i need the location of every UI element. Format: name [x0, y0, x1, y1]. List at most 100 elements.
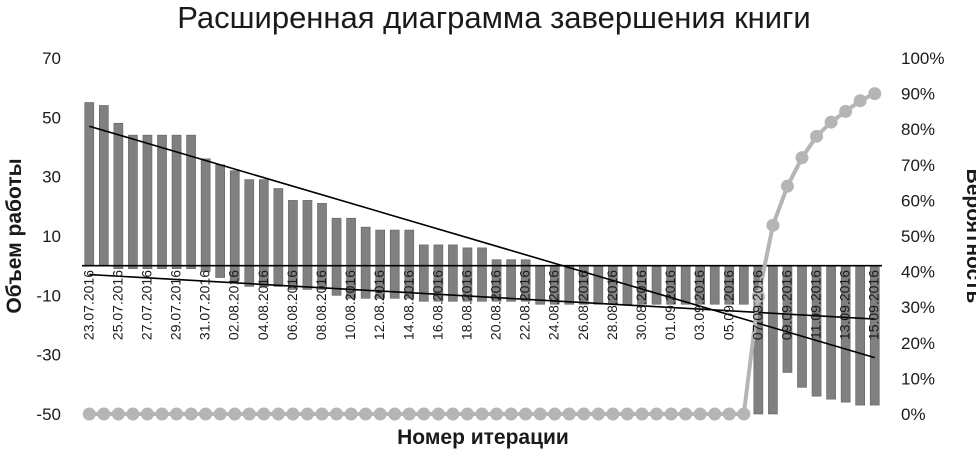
- negative-bar: [768, 265, 778, 415]
- probability-point: [577, 407, 591, 421]
- x-tick-label: 27.07.2016: [138, 270, 154, 340]
- negative-bar: [360, 265, 371, 299]
- probability-point: [475, 407, 489, 421]
- work-bar: [113, 122, 124, 266]
- probability-point: [359, 407, 373, 421]
- x-tick-label: 06.08.2016: [284, 270, 300, 340]
- work-bar: [433, 244, 444, 266]
- x-tick-label: 03.09.2016: [691, 270, 707, 340]
- probability-point: [693, 407, 707, 421]
- work-bar: [229, 170, 240, 266]
- y2-tick-label: 0%: [901, 405, 926, 424]
- trend-layer: [89, 125, 875, 359]
- y2-tick-label: 100%: [901, 49, 944, 68]
- negative-bar: [739, 265, 749, 305]
- y2-tick-label: 10%: [901, 369, 935, 388]
- probability-point: [708, 407, 722, 421]
- y-tick-label: -10: [36, 286, 61, 305]
- probability-point: [650, 407, 664, 421]
- probability-point: [751, 290, 765, 304]
- negative-bar: [855, 265, 865, 406]
- probability-layer: [82, 87, 882, 421]
- work-bar: [404, 229, 415, 266]
- x-tick-label: 16.08.2016: [429, 270, 445, 340]
- x-tick-label: 08.08.2016: [313, 270, 329, 340]
- probability-point: [213, 407, 227, 421]
- work-bar: [215, 164, 225, 266]
- probability-point: [868, 87, 882, 101]
- negative-bar: [826, 265, 836, 400]
- negative-bar: [331, 265, 342, 296]
- probability-point: [824, 115, 838, 129]
- negative-bar: [651, 265, 662, 305]
- probability-point: [431, 407, 445, 421]
- probability-point: [170, 407, 184, 421]
- y-tick-label: 70: [42, 49, 61, 68]
- work-bar: [128, 134, 138, 266]
- work-bar: [200, 158, 211, 266]
- work-bar: [244, 179, 255, 266]
- probability-point: [184, 407, 198, 421]
- x-tick-label: 10.08.2016: [342, 270, 358, 340]
- work-bar: [419, 244, 429, 266]
- probability-point: [490, 407, 504, 421]
- x-tick-label: 09.09.2016: [778, 270, 794, 340]
- y2-axis-label: Вероятность: [962, 169, 976, 304]
- negative-bar: [564, 265, 575, 305]
- negative-bar: [709, 265, 720, 305]
- negative-bar: [535, 265, 545, 305]
- work-bar: [462, 247, 473, 266]
- probability-point: [140, 407, 154, 421]
- x-tick-label: 02.08.2016: [226, 270, 242, 340]
- y2-tick-label: 90%: [901, 85, 935, 104]
- probability-point: [126, 407, 140, 421]
- x-tick-label: 13.09.2016: [837, 270, 853, 340]
- work-bar: [171, 134, 182, 266]
- x-tick-label: 31.07.2016: [197, 270, 213, 340]
- x-tick-label: 25.07.2016: [109, 270, 125, 340]
- y-tick-label: -50: [36, 405, 61, 424]
- probability-point: [257, 407, 271, 421]
- x-tick-label: 22.08.2016: [517, 270, 533, 340]
- chart-title: Расширенная диаграмма завершения книги: [177, 0, 810, 35]
- x-tick-label: 18.08.2016: [458, 270, 474, 340]
- work-bar: [331, 217, 342, 266]
- probability-point: [591, 407, 605, 421]
- work-bar: [346, 217, 356, 266]
- work-bar: [157, 134, 167, 266]
- y-tick-label: 30: [42, 168, 61, 187]
- y2-tick-label: 40%: [901, 263, 935, 282]
- y2-tick-label: 20%: [901, 334, 935, 353]
- probability-point: [330, 407, 344, 421]
- x-tick-label: 11.09.2016: [808, 270, 824, 339]
- x-axis-label: Номер итерации: [397, 426, 569, 449]
- work-bar: [389, 229, 400, 266]
- probability-point: [315, 407, 329, 421]
- probability-point: [548, 407, 562, 421]
- probability-point: [388, 407, 402, 421]
- probability-point: [242, 407, 256, 421]
- work-bar: [375, 229, 385, 266]
- probability-point: [271, 407, 285, 421]
- probability-point: [97, 407, 111, 421]
- work-bar: [491, 259, 502, 266]
- x-tick-label: 07.09.2016: [749, 270, 765, 340]
- negative-bar: [389, 265, 400, 299]
- probability-point: [300, 407, 314, 421]
- x-tick-label: 04.08.2016: [255, 270, 271, 340]
- probability-point: [679, 407, 693, 421]
- x-tick-label: 15.09.2016: [866, 270, 882, 340]
- probability-point: [766, 218, 780, 232]
- work-bar: [360, 226, 371, 266]
- probability-point: [780, 179, 794, 193]
- probability-point: [82, 407, 96, 421]
- work-bar: [520, 259, 531, 266]
- y-tick-label: 50: [42, 108, 61, 127]
- negative-bar: [506, 265, 516, 302]
- probability-point: [460, 407, 474, 421]
- probability-point: [286, 407, 300, 421]
- work-bar: [317, 203, 327, 266]
- x-tick-label: 26.08.2016: [575, 270, 591, 340]
- y2-tick-label: 80%: [901, 120, 935, 139]
- x-tick-label: 14.08.2016: [400, 270, 416, 340]
